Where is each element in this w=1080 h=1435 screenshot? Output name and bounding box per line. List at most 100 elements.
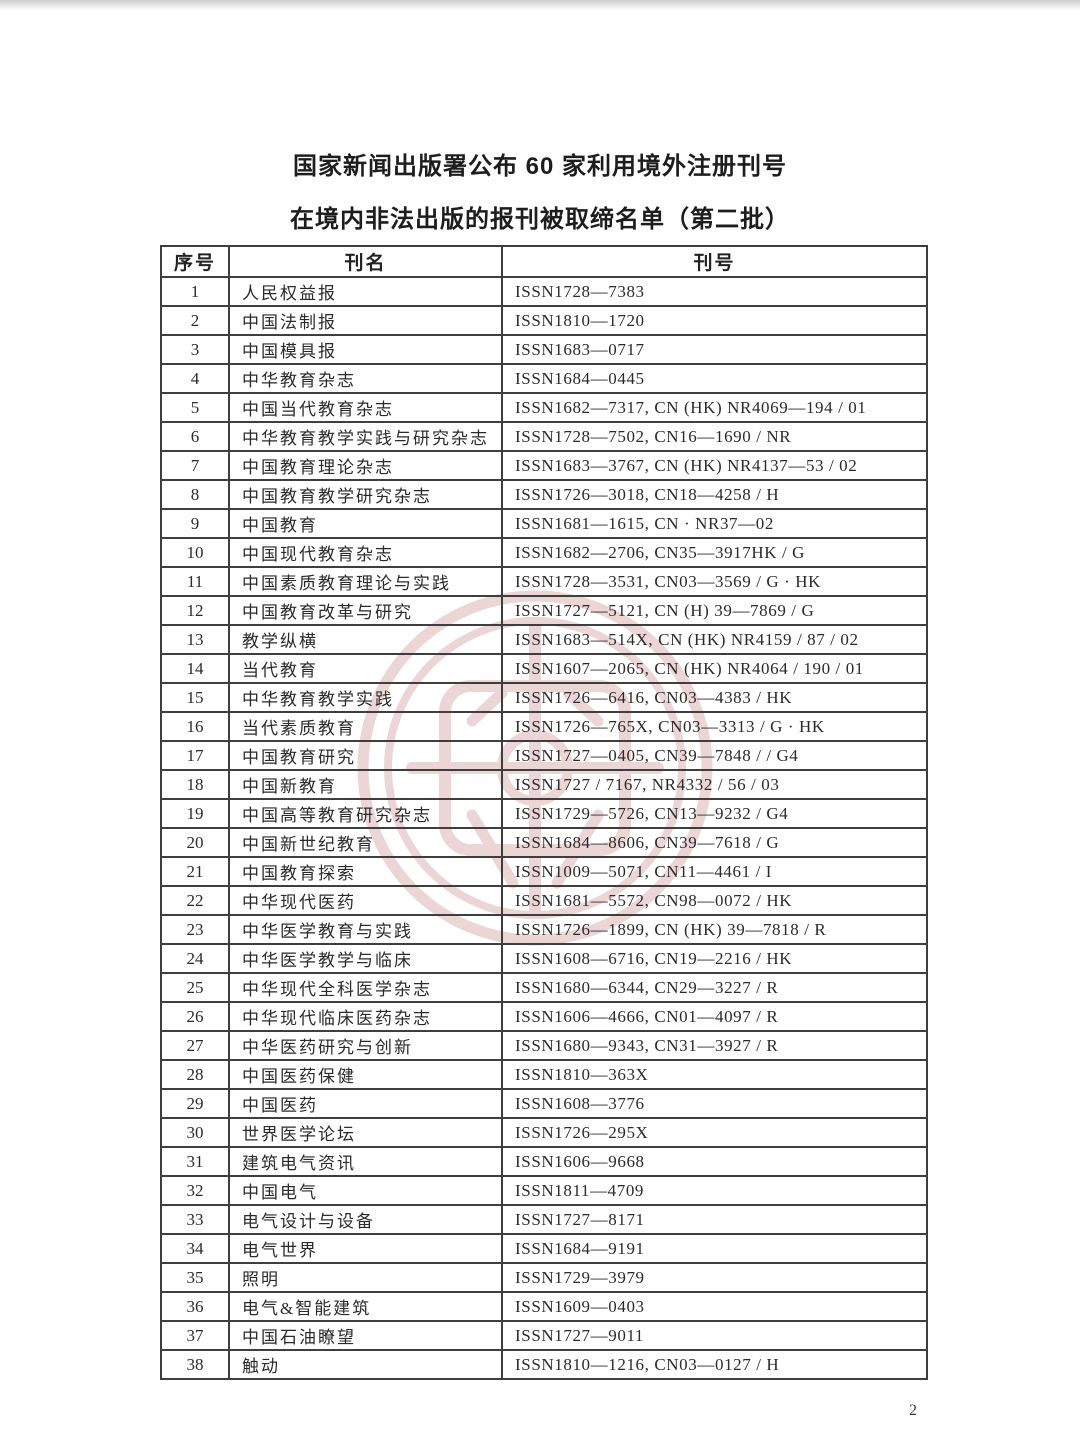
table-row: 21 中国教育探索 ISSN1009—5071, CN11—4461 / I	[160, 856, 928, 887]
column-header-index: 序号	[160, 245, 230, 278]
publication-issn-cell: ISSN1727 / 7167, NR4332 / 56 / 03	[501, 769, 928, 800]
publication-name-cell: 中国教育改革与研究	[228, 595, 503, 626]
row-index-cell: 2	[160, 305, 230, 336]
publication-name-cell: 中国法制报	[228, 305, 503, 336]
column-header-issn: 刊号	[501, 245, 928, 278]
publication-issn-cell: ISSN1810—1720	[501, 305, 928, 336]
table-row: 11 中国素质教育理论与实践 ISSN1728—3531, CN03—3569 …	[160, 566, 928, 597]
table-header-row: 序号 刊名 刊号	[160, 245, 928, 278]
publication-name-cell: 中华教育教学实践	[228, 682, 503, 713]
publication-name-cell: 中国医药保健	[228, 1059, 503, 1090]
table-row: 13 教学纵横 ISSN1683—514X, CN (HK) NR4159 / …	[160, 624, 928, 655]
table-row: 35 照明 ISSN1729—3979	[160, 1262, 928, 1293]
row-index-cell: 5	[160, 392, 230, 423]
row-index-cell: 18	[160, 769, 230, 800]
publication-name-cell: 电气世界	[228, 1233, 503, 1264]
row-index-cell: 24	[160, 943, 230, 974]
table-row: 32 中国电气 ISSN1811—4709	[160, 1175, 928, 1206]
table-row: 38 触动 ISSN1810—1216, CN03—0127 / H	[160, 1349, 928, 1380]
publication-name-cell: 中国石油瞭望	[228, 1320, 503, 1351]
publication-issn-cell: ISSN1682—7317, CN (HK) NR4069—194 / 01	[501, 392, 928, 423]
scan-edge-shade	[0, 0, 1080, 10]
table-row: 26 中华现代临床医药杂志 ISSN1606—4666, CN01—4097 /…	[160, 1001, 928, 1032]
publication-issn-cell: ISSN1726—6416, CN03—4383 / HK	[501, 682, 928, 713]
publication-name-cell: 中华现代临床医药杂志	[228, 1001, 503, 1032]
table-row: 17 中国教育研究 ISSN1727—0405, CN39—7848 / / G…	[160, 740, 928, 771]
row-index-cell: 6	[160, 421, 230, 452]
publication-name-cell: 中华医学教学与临床	[228, 943, 503, 974]
row-index-cell: 1	[160, 276, 230, 307]
document-title-line1: 国家新闻出版署公布 60 家利用境外注册刊号	[292, 153, 788, 180]
publication-name-cell: 人民权益报	[228, 276, 503, 307]
publication-issn-cell: ISSN1727—0405, CN39—7848 / / G4	[501, 740, 928, 771]
table-row: 20 中国新世纪教育 ISSN1684—8606, CN39—7618 / G	[160, 827, 928, 858]
publication-name-cell: 照明	[228, 1262, 503, 1293]
column-header-publication-name: 刊名	[228, 245, 503, 278]
publication-issn-cell: ISSN1726—3018, CN18—4258 / H	[501, 479, 928, 510]
row-index-cell: 10	[160, 537, 230, 568]
publication-issn-cell: ISSN1684—8606, CN39—7618 / G	[501, 827, 928, 858]
publication-name-cell: 建筑电气资讯	[228, 1146, 503, 1177]
table-row: 4 中华教育杂志 ISSN1684—0445	[160, 363, 928, 394]
publication-issn-cell: ISSN1810—1216, CN03—0127 / H	[501, 1349, 928, 1380]
row-index-cell: 28	[160, 1059, 230, 1090]
row-index-cell: 3	[160, 334, 230, 365]
publication-issn-cell: ISSN1606—4666, CN01—4097 / R	[501, 1001, 928, 1032]
table-row: 2 中国法制报 ISSN1810—1720	[160, 305, 928, 336]
publication-issn-cell: ISSN1727—5121, CN (H) 39—7869 / G	[501, 595, 928, 626]
publication-name-cell: 中华教育教学实践与研究杂志	[228, 421, 503, 452]
publication-issn-cell: ISSN1729—5726, CN13—9232 / G4	[501, 798, 928, 829]
row-index-cell: 7	[160, 450, 230, 481]
publication-name-cell: 中国素质教育理论与实践	[228, 566, 503, 597]
table-row: 28 中国医药保健 ISSN1810—363X	[160, 1059, 928, 1090]
row-index-cell: 21	[160, 856, 230, 887]
publication-name-cell: 中华现代医药	[228, 885, 503, 916]
table-row: 33 电气设计与设备 ISSN1727—8171	[160, 1204, 928, 1235]
row-index-cell: 14	[160, 653, 230, 684]
table-row: 1 人民权益报 ISSN1728—7383	[160, 276, 928, 307]
row-index-cell: 36	[160, 1291, 230, 1322]
publication-name-cell: 中华医学教育与实践	[228, 914, 503, 945]
table-row: 9 中国教育 ISSN1681—1615, CN · NR37—02	[160, 508, 928, 539]
publication-issn-cell: ISSN1726—765X, CN03—3313 / G · HK	[501, 711, 928, 742]
row-index-cell: 34	[160, 1233, 230, 1264]
publication-issn-cell: ISSN1680—9343, CN31—3927 / R	[501, 1030, 928, 1061]
publication-issn-cell: ISSN1727—9011	[501, 1320, 928, 1351]
publication-issn-cell: ISSN1608—3776	[501, 1088, 928, 1119]
table-row: 29 中国医药 ISSN1608—3776	[160, 1088, 928, 1119]
publication-name-cell: 中国现代教育杂志	[228, 537, 503, 568]
table-row: 3 中国模具报 ISSN1683—0717	[160, 334, 928, 365]
table-row: 27 中华医药研究与创新 ISSN1680—9343, CN31—3927 / …	[160, 1030, 928, 1061]
row-index-cell: 13	[160, 624, 230, 655]
table-row: 37 中国石油瞭望 ISSN1727—9011	[160, 1320, 928, 1351]
row-index-cell: 35	[160, 1262, 230, 1293]
publication-name-cell: 中国教育理论杂志	[228, 450, 503, 481]
publication-name-cell: 中国新世纪教育	[228, 827, 503, 858]
table-row: 16 当代素质教育 ISSN1726—765X, CN03—3313 / G ·…	[160, 711, 928, 742]
publication-issn-cell: ISSN1810—363X	[501, 1059, 928, 1090]
table-row: 31 建筑电气资讯 ISSN1606—9668	[160, 1146, 928, 1177]
table-row: 15 中华教育教学实践 ISSN1726—6416, CN03—4383 / H…	[160, 682, 928, 713]
publication-issn-cell: ISSN1681—1615, CN · NR37—02	[501, 508, 928, 539]
table-row: 8 中国教育教学研究杂志 ISSN1726—3018, CN18—4258 / …	[160, 479, 928, 510]
publication-name-cell: 教学纵横	[228, 624, 503, 655]
publication-issn-cell: ISSN1609—0403	[501, 1291, 928, 1322]
row-index-cell: 23	[160, 914, 230, 945]
publication-issn-cell: ISSN1727—8171	[501, 1204, 928, 1235]
publication-name-cell: 触动	[228, 1349, 503, 1380]
row-index-cell: 4	[160, 363, 230, 394]
table-row: 7 中国教育理论杂志 ISSN1683—3767, CN (HK) NR4137…	[160, 450, 928, 481]
publication-name-cell: 中华教育杂志	[228, 363, 503, 394]
table-row: 25 中华现代全科医学杂志 ISSN1680—6344, CN29—3227 /…	[160, 972, 928, 1003]
publication-issn-cell: ISSN1726—1899, CN (HK) 39—7818 / R	[501, 914, 928, 945]
row-index-cell: 9	[160, 508, 230, 539]
publication-name-cell: 电气&智能建筑	[228, 1291, 503, 1322]
publication-name-cell: 中国医药	[228, 1088, 503, 1119]
publication-issn-cell: ISSN1684—9191	[501, 1233, 928, 1264]
table-row: 30 世界医学论坛 ISSN1726—295X	[160, 1117, 928, 1148]
row-index-cell: 29	[160, 1088, 230, 1119]
publication-name-cell: 中华医药研究与创新	[228, 1030, 503, 1061]
publication-name-cell: 电气设计与设备	[228, 1204, 503, 1235]
row-index-cell: 22	[160, 885, 230, 916]
publication-name-cell: 中国模具报	[228, 334, 503, 365]
